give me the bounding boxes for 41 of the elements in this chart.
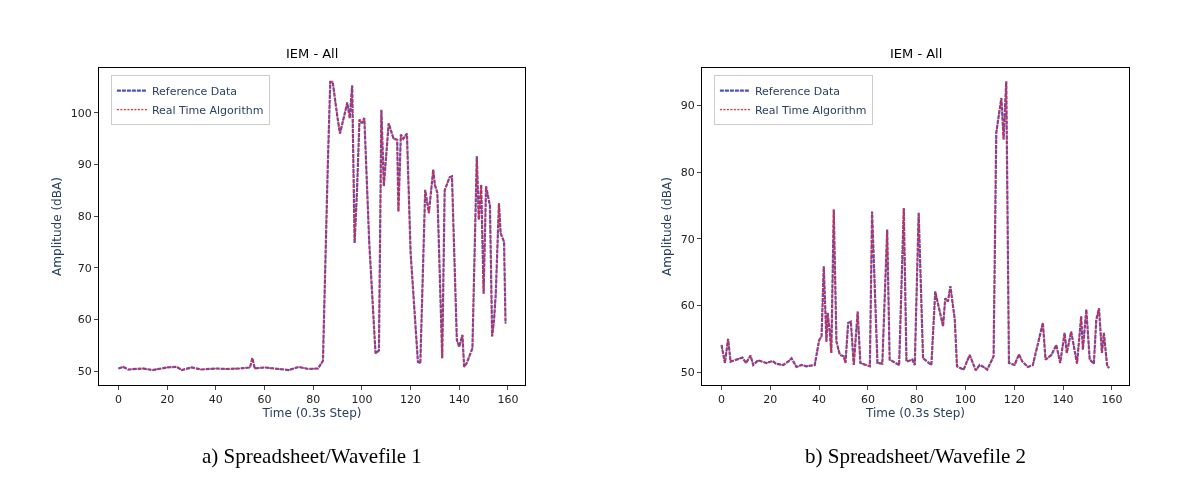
x-tick-label: 120 bbox=[1003, 393, 1025, 407]
legend-label: Reference Data bbox=[754, 84, 841, 98]
y-tick-label: 70 bbox=[680, 232, 695, 246]
y-tick-label: 50 bbox=[680, 366, 695, 380]
x-tick-label: 0 bbox=[718, 393, 726, 407]
y-tick-label: 70 bbox=[77, 261, 92, 275]
y-tick-label: 80 bbox=[680, 165, 695, 179]
legend-label: Reference Data bbox=[151, 84, 238, 98]
x-tick-label: 40 bbox=[812, 393, 827, 407]
y-tick-label: 90 bbox=[680, 99, 695, 113]
x-tick-label: 60 bbox=[860, 393, 875, 407]
x-tick-label: 20 bbox=[160, 393, 175, 407]
legend-label: Real Time Algorithm bbox=[151, 103, 264, 117]
x-tick-label: 60 bbox=[257, 393, 272, 407]
x-axis-title: Time (0.3s Step) bbox=[261, 406, 362, 421]
x-tick-label: 40 bbox=[208, 393, 223, 407]
x-tick-label: 160 bbox=[497, 393, 519, 407]
x-axis-title: Time (0.3s Step) bbox=[864, 406, 966, 421]
x-tick-label: 140 bbox=[1052, 393, 1074, 407]
text: a) Spreadsheet/Wavefile 1 bbox=[202, 444, 422, 468]
y-tick-label: 90 bbox=[77, 158, 92, 172]
y-tick-label: 60 bbox=[680, 299, 695, 313]
x-tick-label: 120 bbox=[400, 393, 422, 407]
x-tick-label: 80 bbox=[306, 393, 321, 407]
y-tick-label: 80 bbox=[77, 210, 92, 224]
y-tick-label: 100 bbox=[70, 106, 92, 120]
x-tick-label: 160 bbox=[1101, 393, 1123, 407]
y-axis-title: Amplitude (dBA) bbox=[660, 177, 675, 276]
x-tick-label: 100 bbox=[955, 393, 977, 407]
x-tick-label: 140 bbox=[448, 393, 470, 407]
x-tick-label: 80 bbox=[909, 393, 924, 407]
y-axis-title: Amplitude (dBA) bbox=[50, 177, 65, 276]
chart-title: IEM - All bbox=[890, 46, 943, 61]
y-tick-label: 50 bbox=[77, 364, 92, 378]
x-tick-label: 100 bbox=[351, 393, 373, 407]
x-tick-label: 20 bbox=[763, 393, 778, 407]
chart-title: IEM - All bbox=[286, 46, 339, 61]
legend-label: Real Time Algorithm bbox=[754, 103, 867, 117]
y-tick-label: 60 bbox=[77, 313, 92, 327]
x-tick-label: 0 bbox=[114, 393, 122, 407]
text: b) Spreadsheet/Wavefile 2 bbox=[805, 444, 1027, 468]
